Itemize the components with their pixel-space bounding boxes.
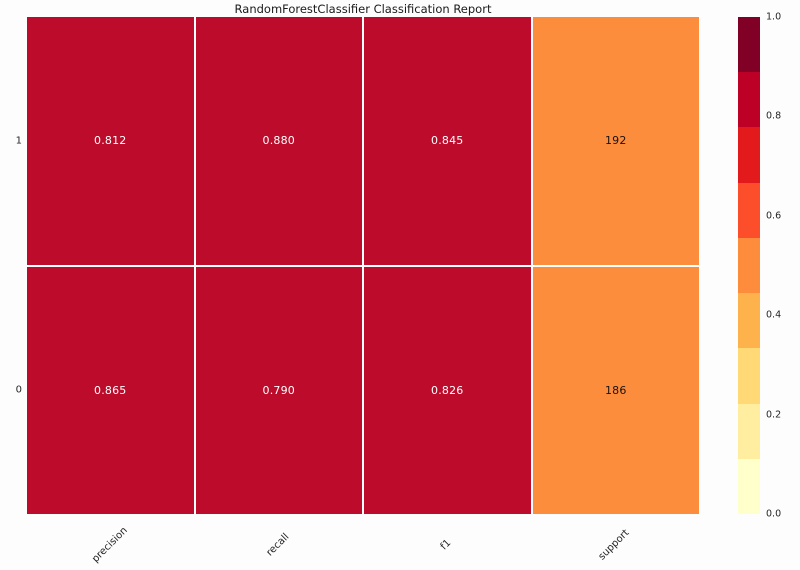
colorbar-tick: 0.6 (766, 210, 782, 222)
colorbar-band (738, 127, 760, 183)
colorbar-band (738, 72, 760, 128)
heatmap-cell-1-precision: 0.812 (27, 17, 194, 265)
y-tick-label-1: 1 (15, 135, 22, 147)
colorbar-tick: 0.8 (766, 110, 782, 122)
colorbar-band (738, 403, 760, 459)
heatmap-cell-0-recall: 0.790 (195, 266, 362, 514)
colorbar-band (738, 458, 760, 514)
heatmap-cell-1-f1: 0.845 (364, 17, 531, 265)
chart-title: RandomForestClassifier Classification Re… (234, 2, 492, 16)
colorbar-band (738, 237, 760, 294)
colorbar-tick: 1.0 (766, 11, 782, 23)
x-tick-label-f1: f1 (438, 537, 454, 553)
x-tick-label-recall: recall (264, 531, 292, 559)
colorbar-band (738, 17, 760, 73)
colorbar-tick-labels: 1.0 0.8 0.6 0.4 0.2 0.0 (766, 12, 796, 520)
colorbar-band (738, 293, 760, 349)
colorbar-tick: 0.0 (766, 508, 782, 520)
x-tick-label-precision: precision (90, 525, 130, 565)
colorbar-band (738, 348, 760, 404)
heatmap-grid: 0.812 0.880 0.845 192 0.865 0.790 0.826 … (27, 17, 699, 514)
heatmap-cell-1-recall: 0.880 (195, 17, 362, 265)
heatmap-cell-0-precision: 0.865 (27, 266, 194, 514)
heatmap-cell-0-f1: 0.826 (364, 266, 531, 514)
heatmap-cell-1-support: 192 (532, 17, 699, 265)
y-tick-label-0: 0 (15, 384, 22, 396)
heatmap-cell-0-support: 186 (532, 266, 699, 514)
colorbar-tick: 0.2 (766, 409, 782, 421)
colorbar-tick: 0.4 (766, 309, 782, 321)
colorbar (738, 17, 760, 514)
x-tick-label-support: support (596, 527, 632, 563)
colorbar-band (738, 182, 760, 238)
